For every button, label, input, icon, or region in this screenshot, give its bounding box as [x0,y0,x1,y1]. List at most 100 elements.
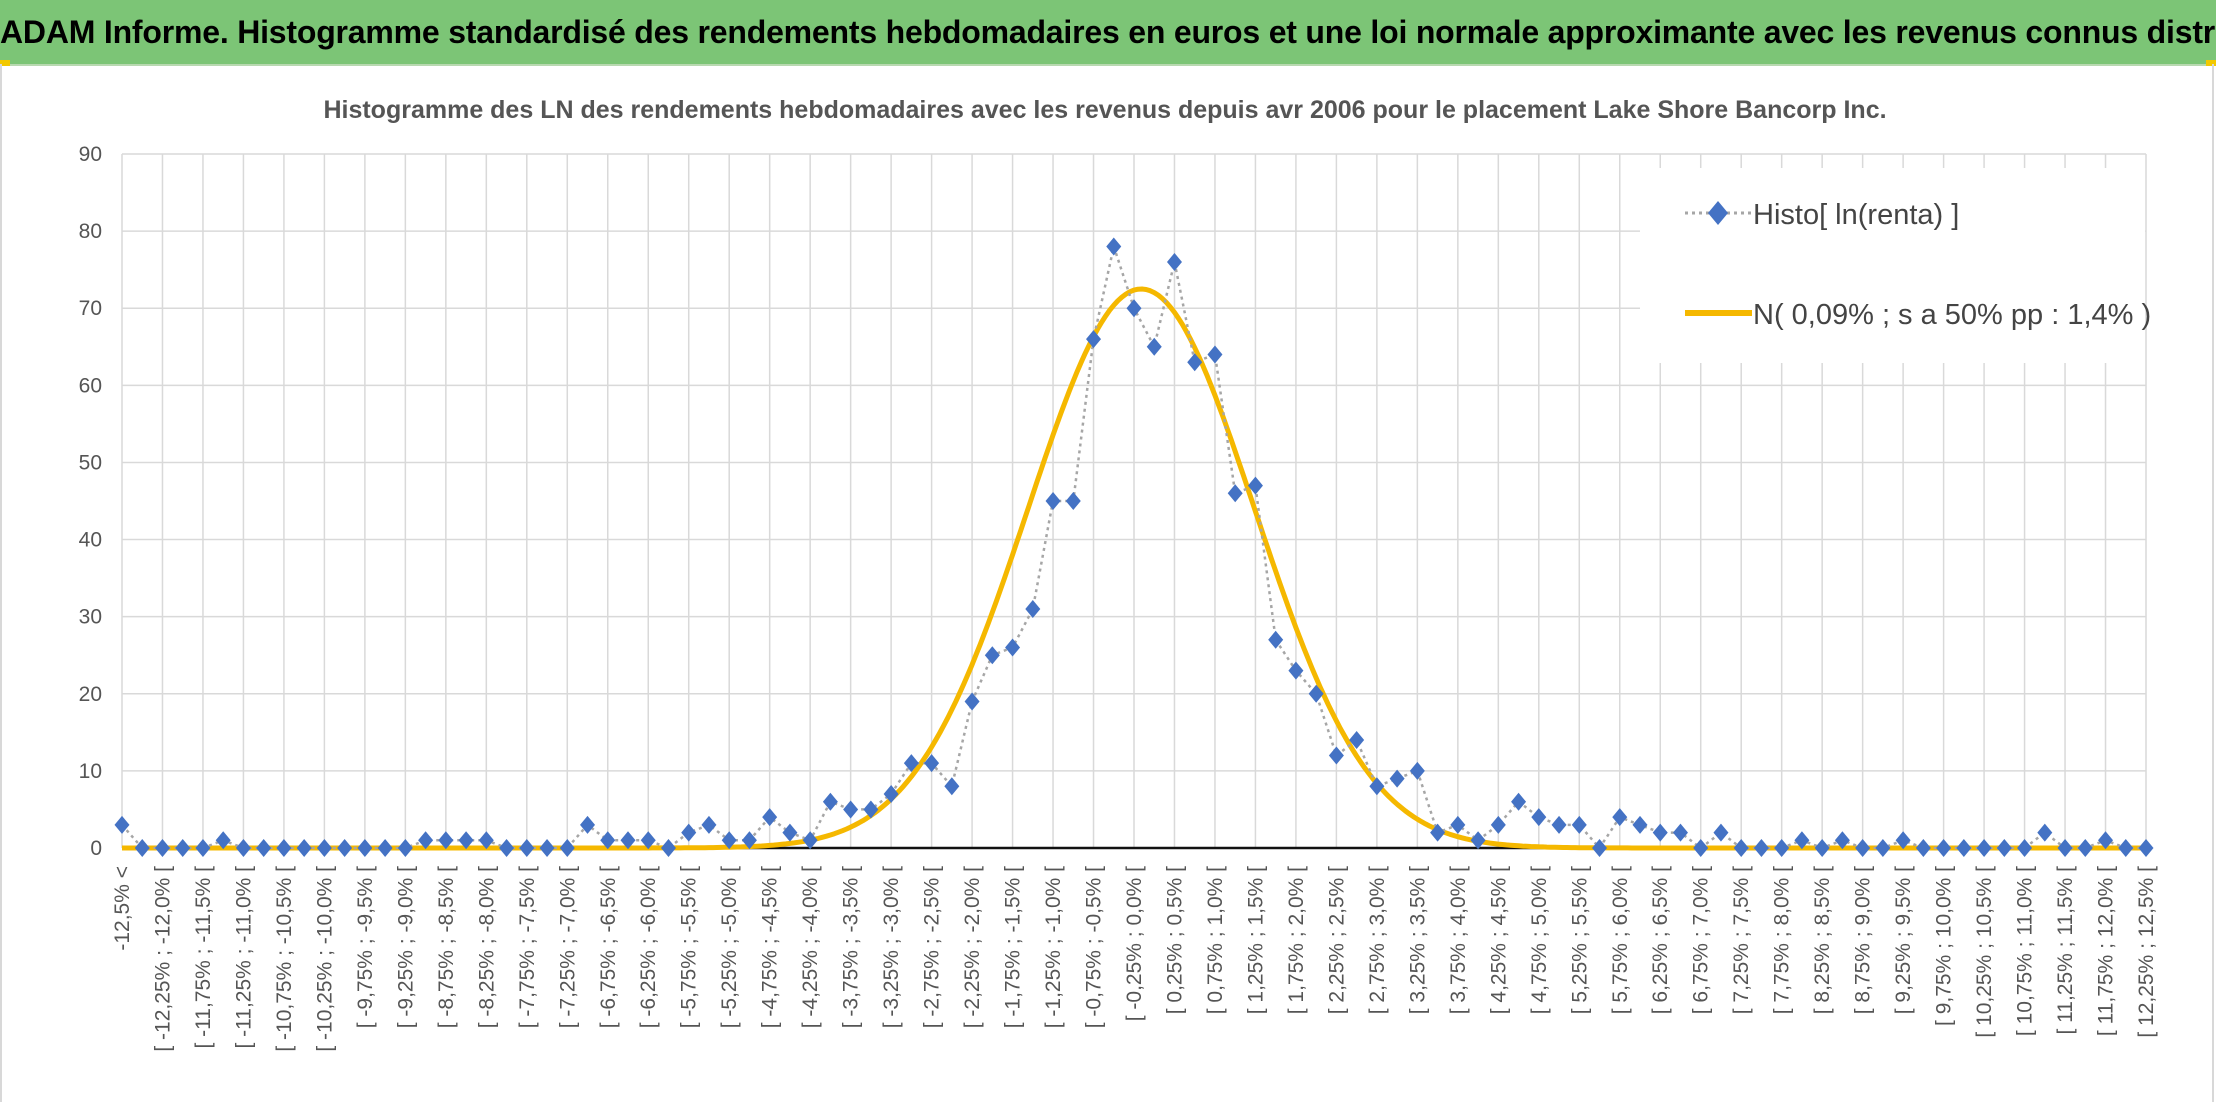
x-tick-label: [ -12,25% ; -12,0% [ [151,866,174,1052]
histo-point [1166,252,1182,271]
histo-point [1976,839,1992,857]
x-tick-label: [ 6,75% ; 7,0% [ [1690,866,1713,1014]
histo-point [337,839,353,857]
x-tick-label: [ -2,25% ; -2,0% [ [961,866,984,1028]
legend-background [1640,168,2145,363]
legend-histo-label: Histo[ ln(renta) ] [1753,199,1959,231]
y-tick-label: 30 [79,606,102,629]
x-tick-label: [ -2,75% ; -2,5% [ [921,866,944,1028]
histo-point [2118,839,2134,857]
histo-point [519,839,535,857]
histo-point [1369,777,1385,796]
x-tick-label: [ -10,25% ; -10,0% [ [313,866,336,1052]
series-histo [114,237,2154,857]
page-title: ADAM Informe. Histogramme standardisé de… [0,14,2216,50]
x-tick-label: [ 0,75% ; 1,0% [ [1204,866,1227,1014]
histo-point [1693,839,1709,857]
y-tick-label: 20 [79,683,102,706]
x-tick-label: [ 9,75% ; 10,0% [ [1933,866,1956,1026]
x-tick-label: [ -5,25% ; -5,0% [ [718,866,741,1028]
x-tick-label: -12,5% < [111,866,134,951]
x-tick-label: [ -0,25% ; 0,0% [ [1123,866,1146,1021]
histo-point [1511,792,1527,811]
header-banner [0,0,2216,66]
histo-point [478,831,494,850]
y-tick-label: 40 [79,529,102,552]
histo-point [195,839,211,857]
histo-point [2077,839,2093,857]
histo-point [215,831,231,850]
histo-point [2098,831,2114,850]
x-tick-label: [ -7,75% ; -7,5% [ [516,866,539,1028]
histo-point [175,839,191,857]
histo-point [2037,823,2053,842]
x-tick-label: [ -6,25% ; -6,0% [ [637,866,660,1028]
x-tick-label: [ 4,75% ; 5,0% [ [1528,866,1551,1014]
x-tick-label: [ 4,25% ; 4,5% [ [1487,866,1510,1014]
x-tick-label: [ 0,25% ; 0,5% [ [1163,866,1186,1014]
histo-point [1996,839,2012,857]
histo-point [944,777,960,796]
y-tick-label: 60 [79,374,102,397]
x-tick-label: [ 3,25% ; 3,5% [ [1406,866,1429,1014]
histo-point [1855,839,1871,857]
x-tick-label: [ -1,75% ; -1,5% [ [1002,866,1025,1028]
x-tick-label: [ -3,75% ; -3,5% [ [840,866,863,1028]
x-tick-label: [ 2,75% ; 3,0% [ [1366,866,1389,1014]
legend-histo-marker [1708,201,1728,225]
histo-point [1632,815,1648,834]
x-tick-label: [ -4,25% ; -4,0% [ [799,866,822,1028]
histo-point [580,815,596,834]
histo-point [1045,492,1061,510]
histo-point [1672,823,1688,842]
banner-corner-left [0,60,10,66]
histo-point [1268,630,1284,649]
x-tick-label: [ -4,75% ; -4,5% [ [759,866,782,1028]
histo-point [1794,831,1810,850]
histo-point [1875,839,1891,857]
histo-point [1612,808,1628,827]
banner-corner-right [2206,60,2216,66]
histo-point [154,839,170,857]
frame-border-left [0,64,2,1102]
histo-point [1652,823,1668,842]
histo-point [660,839,676,857]
histo-point [1490,815,1506,834]
x-tick-label: [ 10,25% ; 10,5% [ [1973,866,1996,1038]
histo-point [458,831,474,850]
histo-point [1936,839,1952,857]
histo-point [1753,839,1769,857]
x-tick-label: [ -5,75% ; -5,5% [ [678,866,701,1028]
histo-point [114,815,130,834]
histo-point [559,839,575,857]
histo-point [1956,839,1972,857]
histo-point [316,839,332,857]
histo-point [883,785,899,804]
histo-point [499,839,515,857]
y-axis-ticks: 0 10 20 30 40 50 60 70 80 90 [79,143,102,860]
histo-point [1065,492,1081,510]
x-tick-label: [ 7,25% ; 7,5% [ [1730,866,1753,1014]
histo-point [1409,761,1425,780]
x-tick-label: [ -9,25% ; -9,0% [ [394,866,417,1028]
legend-normal-label: N( 0,09% ; s a 50% pp : 1,4% ) [1753,299,2151,331]
x-tick-label: [ -0,75% ; -0,5% [ [1083,866,1106,1028]
histo-point [1733,839,1749,857]
histo-point [863,800,879,819]
histo-point [1713,823,1729,842]
histo-point [1774,839,1790,857]
histo-point [1551,815,1567,834]
normal-curve-line [122,286,2146,851]
histo-point [2138,839,2154,857]
histo-point [1328,746,1344,765]
histo-point [782,823,798,842]
histo-point [620,831,636,850]
histo-point [1126,299,1142,318]
x-tick-label: [ -8,75% ; -8,5% [ [435,866,458,1028]
histo-point [600,831,616,850]
y-tick-label: 70 [79,297,102,320]
histo-point [1106,237,1122,256]
histo-point [256,839,272,857]
histo-point [1227,484,1243,503]
x-tick-label: [ -11,75% ; -11,5% [ [192,866,215,1049]
